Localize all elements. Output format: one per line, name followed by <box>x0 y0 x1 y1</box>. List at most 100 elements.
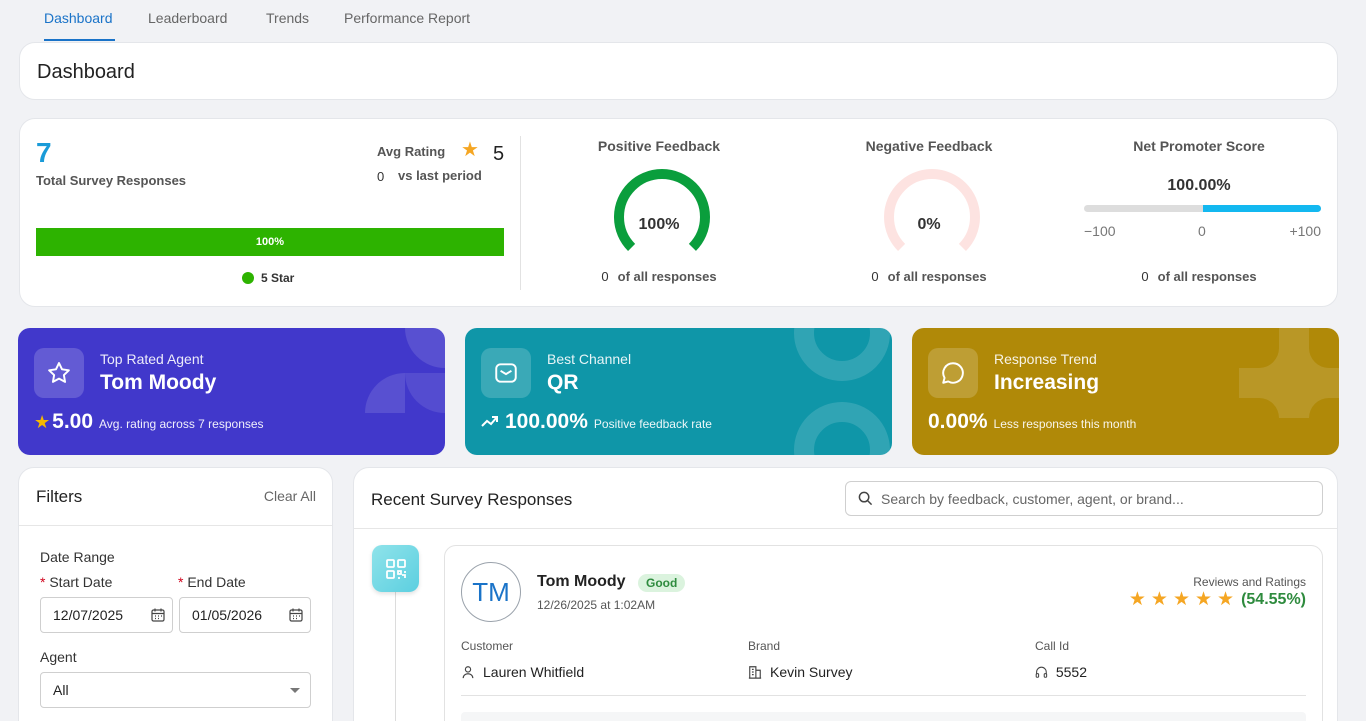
trend-up-icon <box>481 416 498 427</box>
nps-metric: Net Promoter Score 100.00% −100 0 +100 0… <box>1064 119 1339 308</box>
tab-trends[interactable]: Trends <box>266 10 310 26</box>
highlight-label: Top Rated Agent <box>100 351 204 367</box>
filters-title: Filters <box>36 487 83 506</box>
tab-performance-report[interactable]: Performance Report <box>344 10 471 26</box>
end-date-value: 01/05/2026 <box>192 607 263 623</box>
response-trend-value: Increasing <box>994 371 1100 394</box>
star-icon: ★ <box>1172 589 1190 610</box>
negative-gauge <box>884 169 980 251</box>
positive-foot-label: of all responses <box>617 269 717 284</box>
customer-label: Customer <box>461 639 514 653</box>
divider <box>354 528 1337 529</box>
positive-count: 0 <box>601 269 609 284</box>
clear-all-button[interactable]: Clear All <box>263 488 316 504</box>
date-range-label: Date Range <box>40 549 115 565</box>
positive-feedback-metric: Positive Feedback 100% 0 of all responses <box>524 119 794 308</box>
call-id-value: 5552 <box>1055 664 1087 680</box>
agent-select[interactable]: All <box>40 672 311 708</box>
highlight-label: Best Channel <box>547 351 632 367</box>
negative-feedback-title: Negative Feedback <box>865 138 993 154</box>
highlight-footer: ★ 5.00 Avg. rating across 7 responses <box>34 410 264 434</box>
qr-code-icon <box>372 545 419 592</box>
rating-distribution-bar: 100% <box>36 228 504 256</box>
star-icon: ★ <box>1194 589 1213 610</box>
total-responses-label: Total Survey Responses <box>36 173 187 188</box>
calendar-icon[interactable] <box>150 607 166 623</box>
total-responses-count: 7 <box>36 137 52 168</box>
response-feedback-area <box>461 712 1306 721</box>
decorative-pattern-icon <box>794 328 890 455</box>
nps-bar <box>1084 205 1321 212</box>
nps-mid-label: 0 <box>1198 223 1206 239</box>
nps-value: 100.00% <box>1167 177 1231 194</box>
agent-label: Agent <box>40 649 77 665</box>
top-tabs: Dashboard Leaderboard Trends Performance… <box>0 0 1366 42</box>
best-channel-card[interactable]: Best Channel QR 100.00% Positive feedbac… <box>465 328 892 455</box>
star-icon: ★ <box>34 412 51 432</box>
top-agent-name: Tom Moody <box>100 371 217 394</box>
response-trend-caption: Less responses this month <box>993 417 1137 431</box>
tab-dashboard[interactable]: Dashboard <box>44 10 113 26</box>
top-rated-agent-card[interactable]: Top Rated Agent Tom Moody ★ 5.00 Avg. ra… <box>18 328 445 455</box>
start-date-label: * Start Date <box>40 574 113 590</box>
call-id-field: 5552 <box>1035 664 1087 680</box>
nps-min-label: −100 <box>1084 223 1116 239</box>
search-box[interactable] <box>845 481 1323 516</box>
search-input[interactable] <box>881 490 1301 507</box>
divider <box>461 695 1306 696</box>
best-channel-caption: Positive feedback rate <box>593 417 712 431</box>
active-tab-indicator <box>44 39 115 41</box>
tab-leaderboard[interactable]: Leaderboard <box>148 10 228 26</box>
negative-feedback-metric: Negative Feedback 0% 0 of all responses <box>794 119 1064 308</box>
positive-gauge <box>614 169 710 251</box>
user-icon <box>462 666 474 679</box>
nps-max-label: +100 <box>1289 223 1321 239</box>
start-date-value: 12/07/2025 <box>53 607 124 623</box>
positive-feedback-title: Positive Feedback <box>597 138 721 154</box>
response-timestamp: 12/26/2025 at 1:02AM <box>537 598 656 612</box>
nps-bar-fill <box>1202 205 1321 212</box>
gauge-track <box>884 169 980 251</box>
nps-footer: 0 of all responses <box>1064 269 1334 284</box>
legend-dot-icon <box>242 272 254 284</box>
highlight-footer: 0.00% Less responses this month <box>928 410 1136 434</box>
mail-icon <box>481 348 531 398</box>
negative-feedback-footer: 0 of all responses <box>794 269 1064 284</box>
rating-legend: 5 Star <box>242 271 294 285</box>
search-icon <box>858 491 873 506</box>
customer-field: Lauren Whitfield <box>461 664 584 680</box>
calendar-icon[interactable] <box>288 607 304 623</box>
negative-foot-label: of all responses <box>887 269 987 284</box>
vs-last-period-label: vs last period <box>398 168 482 183</box>
response-agent-name: Tom Moody <box>537 573 626 590</box>
divider <box>520 136 521 290</box>
highlight-label: Response Trend <box>994 351 1097 367</box>
building-icon <box>748 666 762 679</box>
gauge-fill <box>614 169 710 251</box>
positive-feedback-footer: 0 of all responses <box>524 269 794 284</box>
response-trend-card[interactable]: Response Trend Increasing 0.00% Less res… <box>912 328 1339 455</box>
page-title-card: Dashboard <box>19 42 1338 100</box>
star-outline-icon <box>34 348 84 398</box>
rating-percent: (54.55%) <box>1241 591 1306 608</box>
end-date-label: * End Date <box>178 574 246 590</box>
brand-label: Brand <box>748 639 781 653</box>
customer-name: Lauren Whitfield <box>483 664 585 680</box>
avg-rating-value: 5 <box>493 143 505 165</box>
response-trend-percent: 0.00% <box>928 410 988 433</box>
highlight-footer: 100.00% Positive feedback rate <box>481 410 712 434</box>
chevron-down-icon <box>290 688 300 693</box>
star-icon: ★ <box>461 139 479 161</box>
end-date-input[interactable]: 01/05/2026 <box>179 597 311 633</box>
avatar: TM <box>461 562 521 622</box>
start-date-input[interactable]: 12/07/2025 <box>40 597 173 633</box>
page-title: Dashboard <box>37 61 135 83</box>
nps-foot-label: of all responses <box>1157 269 1257 284</box>
call-id-label: Call Id <box>1035 639 1070 653</box>
legend-label: 5 Star <box>261 271 295 285</box>
response-card[interactable]: TM Tom Moody Good 12/26/2025 at 1:02AM R… <box>444 545 1323 721</box>
decorative-pattern-icon <box>365 328 445 413</box>
nps-count: 0 <box>1141 269 1149 284</box>
best-channel-name: QR <box>547 371 579 394</box>
rating-stars: ★ ★ ★ ★ ★ (54.55%) <box>1129 590 1306 610</box>
